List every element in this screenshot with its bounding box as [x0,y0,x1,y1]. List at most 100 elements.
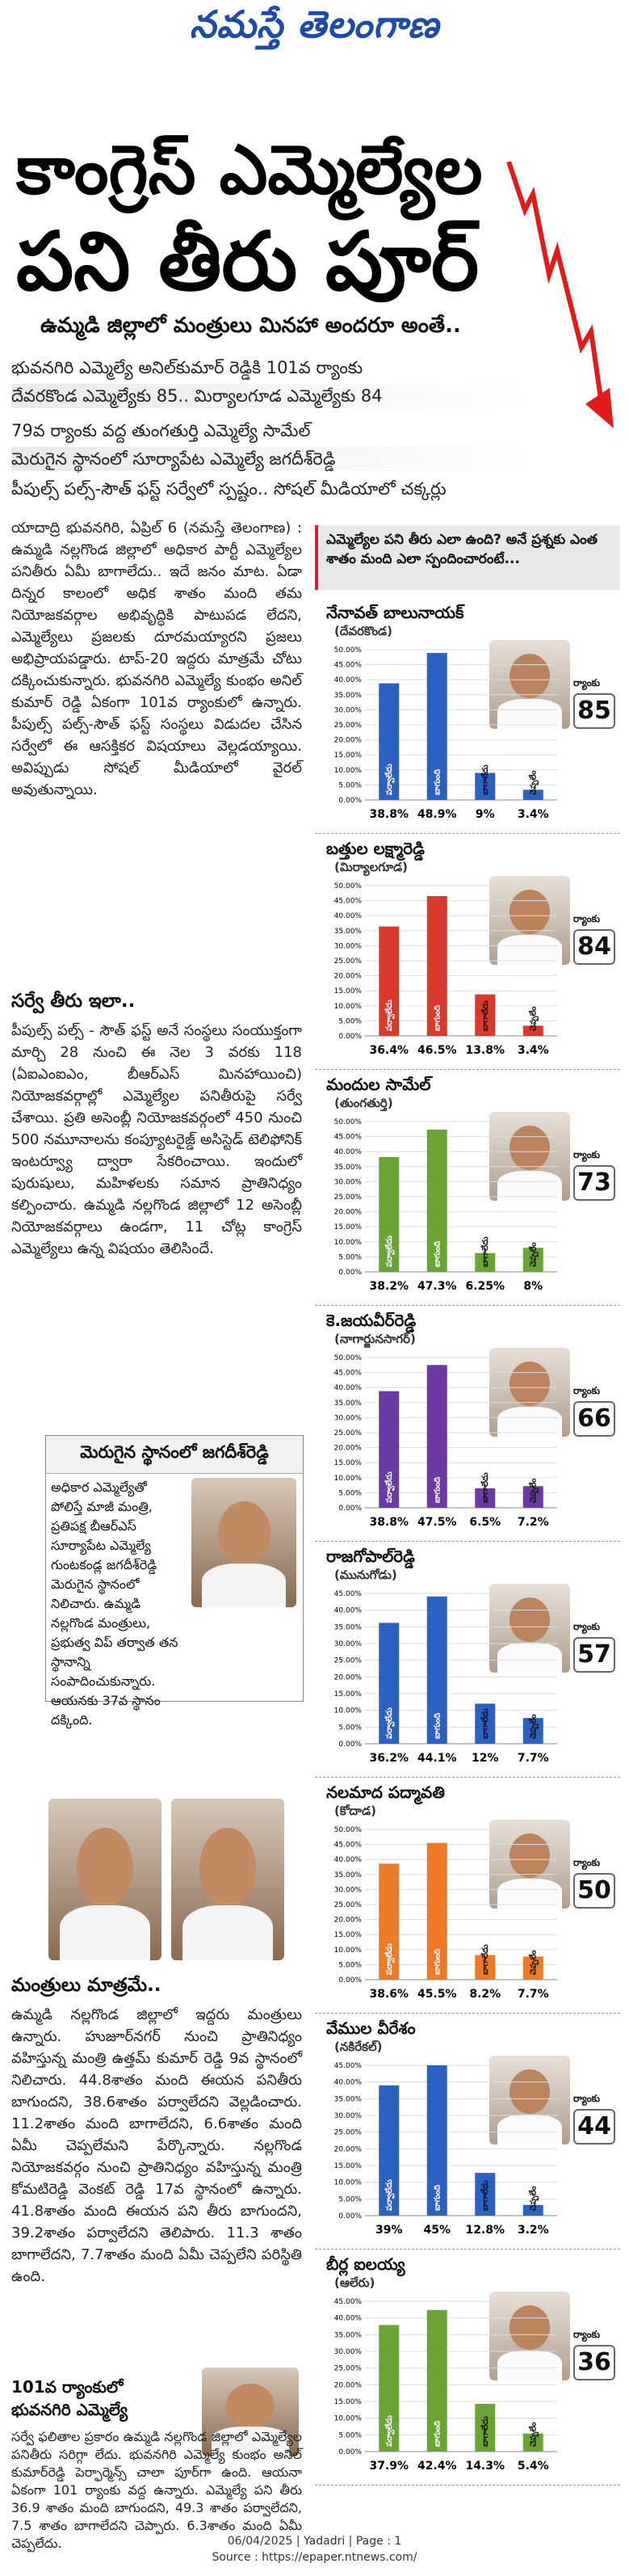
y-tick-label: 0.00% [338,1033,362,1041]
bar-1 [426,2309,447,2452]
value-label: 37.9% [369,2460,409,2473]
red-down-arrow-icon [506,162,614,428]
mla-name: నలమాద పద్మావతి [326,1783,445,1802]
bar-2 [475,1703,496,1744]
category-label: పర్వాలేదు [384,2179,395,2211]
mla-constituency: (మునుగోడు) [334,1568,397,1582]
bar-0 [379,1156,400,1272]
minister-photo-uttam [48,1799,161,1960]
y-tick-label: 40.00% [334,1607,363,1615]
category-label: చెప్పలేం [528,1715,539,1740]
category-label: పర్వాలేదు [384,764,395,795]
y-tick-label: 5.00% [338,2195,362,2203]
value-label: 7.2% [518,1516,549,1529]
bar-3 [522,2433,543,2452]
y-tick-label: 30.00% [334,942,363,950]
bar-2 [475,1252,496,1272]
y-tick-label: 35.00% [334,1164,363,1172]
mla-photo [489,1112,570,1201]
bar-0 [379,1623,400,1744]
rank-badge: 73 [573,1165,615,1201]
mla-name: బత్తుల లక్ష్మారెడ్డి [326,839,425,858]
survey-section-title: సర్వే తీరు ఇలా.. [11,991,136,1012]
category-label: పర్వాలేదు [384,1471,395,1503]
rank101-section-title: 101వ ర్యాంకులో భువనగిరి ఎమ్మెల్యే [11,2377,128,2419]
bar-0 [379,683,400,800]
category-label: బాగాలేదు [480,1000,490,1031]
value-label: 38.2% [369,1280,409,1293]
rank-label: ర్యాంకు [573,2093,600,2104]
mla-bar-chart: 0.00% 5.00% 10.00% 15.00% 20.00% 25.00% 30.00%… [334,1826,557,2001]
value-label: 38.8% [369,1516,409,1529]
bar-3 [522,1025,543,1036]
bar-3 [522,789,543,800]
bar-0 [379,2085,400,2216]
bar-3 [522,1956,543,1980]
y-tick-label: 10.00% [334,2415,363,2423]
bar-1 [426,653,447,800]
y-tick-label: 30.00% [334,706,363,714]
value-label: 8.2% [469,1988,501,2001]
bar-1 [426,1130,447,1272]
y-tick-label: 5.00% [338,1489,362,1497]
minister-photo-komatireddy [171,1799,284,1960]
y-tick-label: 10.00% [334,1947,363,1955]
y-tick-label: 50.00% [334,1118,363,1126]
y-tick-label: 50.00% [334,646,363,655]
headline-block: కాంగ్రెస్ ఎమ్మెల్యేల పని తీరు పూర్ [16,129,598,310]
y-tick-label: 35.00% [334,692,363,700]
y-tick-label: 5.00% [338,2431,362,2439]
value-label: 38.6% [369,1988,409,2001]
bar-0 [379,1391,400,1508]
y-tick-label: 45.00% [334,898,363,906]
y-tick-label: 30.00% [334,1886,363,1894]
mla-constituency: (కోదాడ) [334,1804,376,1818]
y-tick-label: 15.00% [334,1690,363,1698]
mla-photo [489,2056,570,2145]
category-label: పర్వాలేదు [384,2415,395,2447]
y-tick-label: 45.00% [334,1842,363,1850]
y-tick-label: 25.00% [334,958,363,966]
y-tick-label: 10.00% [334,1475,363,1483]
value-label: 8% [523,1280,543,1293]
y-tick-label: 40.00% [334,676,363,684]
value-label: 45% [423,2224,451,2237]
y-tick-label: 25.00% [334,1657,363,1665]
y-tick-label: 40.00% [334,1148,363,1156]
y-tick-label: 35.00% [334,1871,363,1879]
mla-card-1: బత్తుల లక్ష్మారెడ్డి (మిర్యాలగూడ) ర్యాంకు 8… [315,834,620,1070]
y-tick-label: 15.00% [334,1459,363,1467]
bar-2 [475,1955,496,1980]
category-label: బాగాలేదు [480,1944,490,1975]
mla-photo [489,1820,570,1909]
y-tick-label: 25.00% [334,1429,363,1437]
y-tick-label: 35.00% [334,928,363,936]
mla-bar-chart: 0.00% 5.00% 10.00% 15.00% 20.00% 25.00% 30.00%… [334,1590,557,1765]
category-label: బాగాలేదు [480,2416,490,2447]
mla-bar-chart: 0.00% 5.00% 10.00% 15.00% 20.00% 25.00% 30.00%… [334,882,557,1057]
category-label: చెప్పలేం [528,2187,539,2212]
mla-constituency: (నాగార్జునసాగర్) [334,1332,416,1346]
rank-badge: 84 [573,929,615,965]
value-label: 47.5% [417,1516,457,1529]
y-tick-label: 10.00% [334,1003,363,1011]
y-tick-label: 0.00% [338,1976,362,1985]
category-label: చెప్పలేం [528,1243,539,1268]
y-tick-label: 5.00% [338,1253,362,1261]
y-tick-label: 40.00% [334,912,363,920]
y-tick-label: 50.00% [334,1354,363,1362]
kicker-5: పీపుల్స్ పల్స్-సౌత్ ఫస్ట్ సర్వేలో స్పష్ట… [11,479,447,499]
category-label: బాగాలేదు [480,1472,490,1503]
y-tick-label: 0.00% [338,797,362,805]
bar-0 [379,926,400,1036]
rank-label: ర్యాంకు [573,1857,600,1868]
bar-3 [522,2204,543,2216]
rank-badge: 44 [573,2109,615,2145]
y-tick-label: 40.00% [334,1856,363,1864]
jagadish-box-title: మెరుగైన స్థానంలో జగదీశ్‌రెడ్డి [46,1436,303,1474]
y-tick-label: 10.00% [334,1239,363,1247]
mla-constituency: (దేవరకొండ) [334,624,393,638]
mla-card-4: రాజగోపాల్‌రెడ్డి (మునుగోడు) ర్యాంకు 57 0.00%… [315,1542,620,1778]
y-tick-label: 35.00% [334,1623,363,1631]
y-tick-label: 20.00% [334,2381,363,2389]
